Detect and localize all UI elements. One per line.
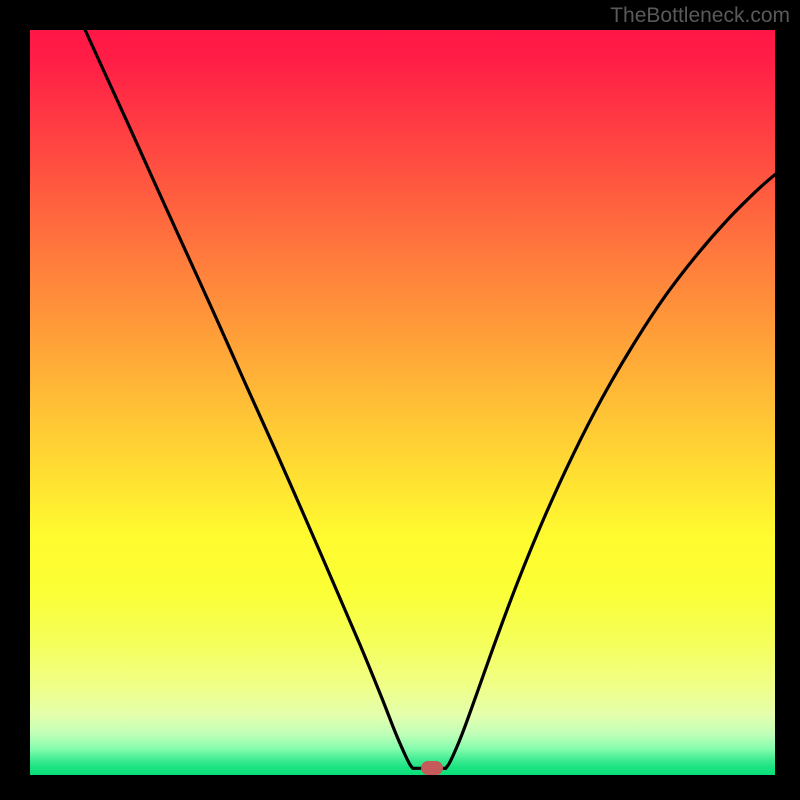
plot-area [30, 30, 775, 775]
current-point-marker [421, 761, 443, 775]
chart-container: TheBottleneck.com [0, 0, 800, 800]
watermark-text: TheBottleneck.com [610, 4, 790, 28]
bottleneck-curve [30, 30, 775, 775]
